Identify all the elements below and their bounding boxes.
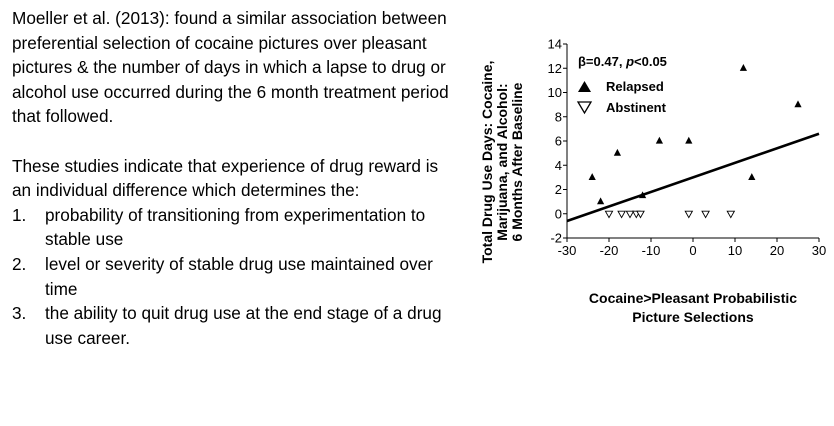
relapsed-point xyxy=(639,191,647,199)
abstinent-point xyxy=(617,210,626,219)
list-item: 1. probability of transitioning from exp… xyxy=(12,203,458,252)
abstinent-point xyxy=(636,210,645,219)
list-item-text: level or severity of stable drug use mai… xyxy=(45,253,433,299)
abstinent-point xyxy=(684,210,694,219)
y-tick-label: 0 xyxy=(555,206,562,221)
relapsed-point xyxy=(588,173,596,180)
x-tick-label: -10 xyxy=(642,243,661,258)
y-axis-label: Total Drug Use Days: Cocaine, Marijuana,… xyxy=(479,61,525,264)
y-tick-label: 8 xyxy=(555,109,562,124)
legend-abstinent-label: Abstinent xyxy=(606,100,667,115)
trendline-group xyxy=(566,132,820,223)
legend-abstinent-marker xyxy=(576,101,593,115)
y-tick-label: 12 xyxy=(548,61,562,76)
conclusion-paragraph: These studies indicate that experience o… xyxy=(12,155,439,201)
legend-relapsed-marker xyxy=(578,81,591,92)
relapsed-point xyxy=(597,197,605,205)
x-tick-label: -20 xyxy=(600,243,619,258)
y-tick-label: -2 xyxy=(550,231,562,246)
list-item-number: 3. xyxy=(12,303,27,324)
y-axis-label-line: Marijuana, and Alcohol: xyxy=(494,83,510,240)
numbered-list: 1. probability of transitioning from exp… xyxy=(12,203,458,351)
list-item: 2. level or severity of stable drug use … xyxy=(12,252,458,301)
relapsed-point xyxy=(613,148,621,156)
relapsed-point xyxy=(748,173,756,180)
x-axis-label-line: Cocaine>Pleasant Probabilistic xyxy=(589,290,797,306)
x-tick-label: 0 xyxy=(689,243,696,258)
intro-paragraph: Moeller et al. (2013): found a similar a… xyxy=(12,8,449,127)
list-item-number: 2. xyxy=(12,253,27,274)
y-tick-label: 6 xyxy=(555,134,562,149)
y-axis-label-line: Total Drug Use Days: Cocaine, xyxy=(479,61,495,264)
paragraph-gap xyxy=(12,129,458,154)
stats-annotation: β=0.47, p<0.05 xyxy=(578,54,667,69)
relapsed-point xyxy=(794,100,802,108)
list-item-number: 1. xyxy=(12,204,27,225)
y-tick-label: 2 xyxy=(555,182,562,197)
x-tick-label: 10 xyxy=(728,243,742,258)
data-points xyxy=(588,64,802,219)
y-tick-label: 14 xyxy=(548,37,562,52)
scatter-chart: Total Drug Use Days: Cocaine, Marijuana,… xyxy=(479,37,827,326)
x-tick-label: 20 xyxy=(770,243,784,258)
abstinent-point xyxy=(625,210,635,219)
relapsed-point xyxy=(685,136,693,144)
relapsed-point xyxy=(655,136,663,144)
text-panel: Moeller et al. (2013): found a similar a… xyxy=(12,6,458,350)
x-axis-label-line: Picture Selections xyxy=(632,309,754,325)
relapsed-point xyxy=(739,64,747,71)
list-item-text: probability of transitioning from experi… xyxy=(45,204,426,250)
x-axis-label: Cocaine>Pleasant Probabilistic Picture S… xyxy=(589,290,797,325)
list-item: 3. the ability to quit drug use at the e… xyxy=(12,301,458,350)
legend: β=0.47, p<0.05 Relapsed Abstinent xyxy=(576,54,667,115)
abstinent-point xyxy=(726,210,736,219)
list-item-text: the ability to quit drug use at the end … xyxy=(45,303,442,348)
legend-relapsed-label: Relapsed xyxy=(606,79,664,94)
y-tick-label: 10 xyxy=(548,85,562,100)
y-axis-label-line: 6 Months After Baseline xyxy=(509,82,525,241)
y-tick-label: 4 xyxy=(555,158,562,173)
x-tick-label: 30 xyxy=(812,243,826,258)
x-tick-label: -30 xyxy=(558,243,577,258)
abstinent-point xyxy=(701,210,710,219)
trendline xyxy=(566,132,820,223)
abstinent-point xyxy=(604,210,614,219)
